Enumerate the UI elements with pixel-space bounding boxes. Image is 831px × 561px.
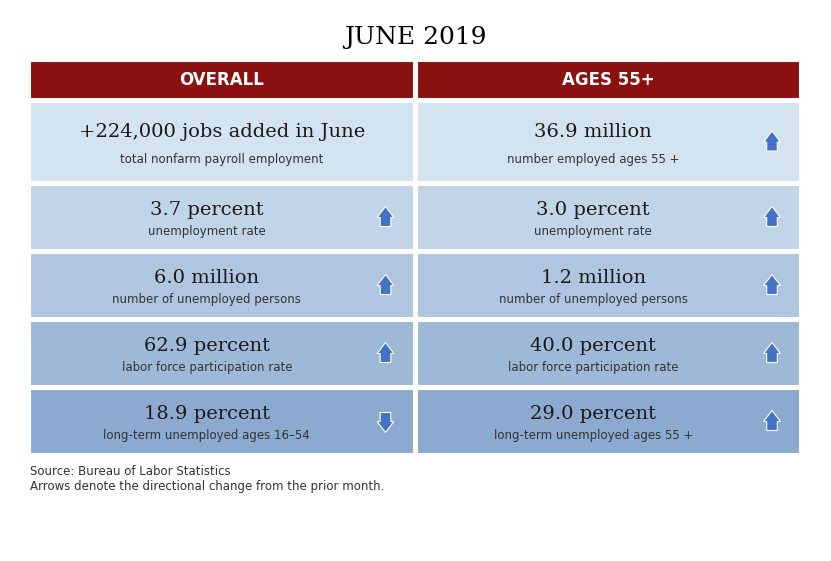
Polygon shape — [377, 412, 394, 433]
Bar — [416, 321, 800, 386]
Text: number of unemployed persons: number of unemployed persons — [112, 293, 301, 306]
Text: JUNE 2019: JUNE 2019 — [344, 26, 487, 49]
Text: 29.0 percent: 29.0 percent — [530, 404, 656, 422]
Text: total nonfarm payroll employment: total nonfarm payroll employment — [120, 153, 323, 166]
Text: 36.9 million: 36.9 million — [534, 123, 652, 141]
Text: 6.0 million: 6.0 million — [155, 269, 259, 287]
Text: labor force participation rate: labor force participation rate — [508, 361, 678, 374]
Text: labor force participation rate: labor force participation rate — [121, 361, 292, 374]
Text: +224,000 jobs added in June: +224,000 jobs added in June — [79, 123, 365, 141]
Bar — [30, 253, 414, 318]
Text: unemployment rate: unemployment rate — [148, 226, 266, 238]
Text: 40.0 percent: 40.0 percent — [530, 337, 656, 355]
Text: unemployment rate: unemployment rate — [534, 226, 652, 238]
Bar — [416, 102, 800, 182]
Bar — [416, 61, 800, 99]
Text: long-term unemployed ages 55 +: long-term unemployed ages 55 + — [494, 429, 693, 442]
Polygon shape — [764, 274, 780, 295]
Polygon shape — [764, 206, 780, 227]
Text: 62.9 percent: 62.9 percent — [144, 337, 270, 355]
Text: number of unemployed persons: number of unemployed persons — [499, 293, 688, 306]
Polygon shape — [377, 343, 394, 362]
Bar — [30, 321, 414, 386]
Polygon shape — [764, 411, 780, 430]
Bar — [416, 389, 800, 454]
Text: 1.2 million: 1.2 million — [541, 269, 646, 287]
Text: 18.9 percent: 18.9 percent — [144, 404, 270, 422]
Text: 3.7 percent: 3.7 percent — [150, 201, 263, 219]
Polygon shape — [377, 206, 394, 227]
Text: long-term unemployed ages 16–54: long-term unemployed ages 16–54 — [103, 429, 310, 442]
Bar — [30, 389, 414, 454]
Polygon shape — [764, 131, 780, 151]
Text: OVERALL: OVERALL — [179, 71, 264, 89]
Bar — [30, 61, 414, 99]
Polygon shape — [377, 274, 394, 295]
Bar — [30, 102, 414, 182]
Text: Source: Bureau of Labor Statistics
Arrows denote the directional change from the: Source: Bureau of Labor Statistics Arrow… — [30, 465, 385, 493]
Bar — [416, 185, 800, 250]
Bar — [416, 253, 800, 318]
Text: number employed ages 55 +: number employed ages 55 + — [507, 153, 680, 166]
Bar — [30, 185, 414, 250]
Polygon shape — [764, 343, 780, 362]
Text: AGES 55+: AGES 55+ — [562, 71, 655, 89]
Text: 3.0 percent: 3.0 percent — [537, 201, 650, 219]
